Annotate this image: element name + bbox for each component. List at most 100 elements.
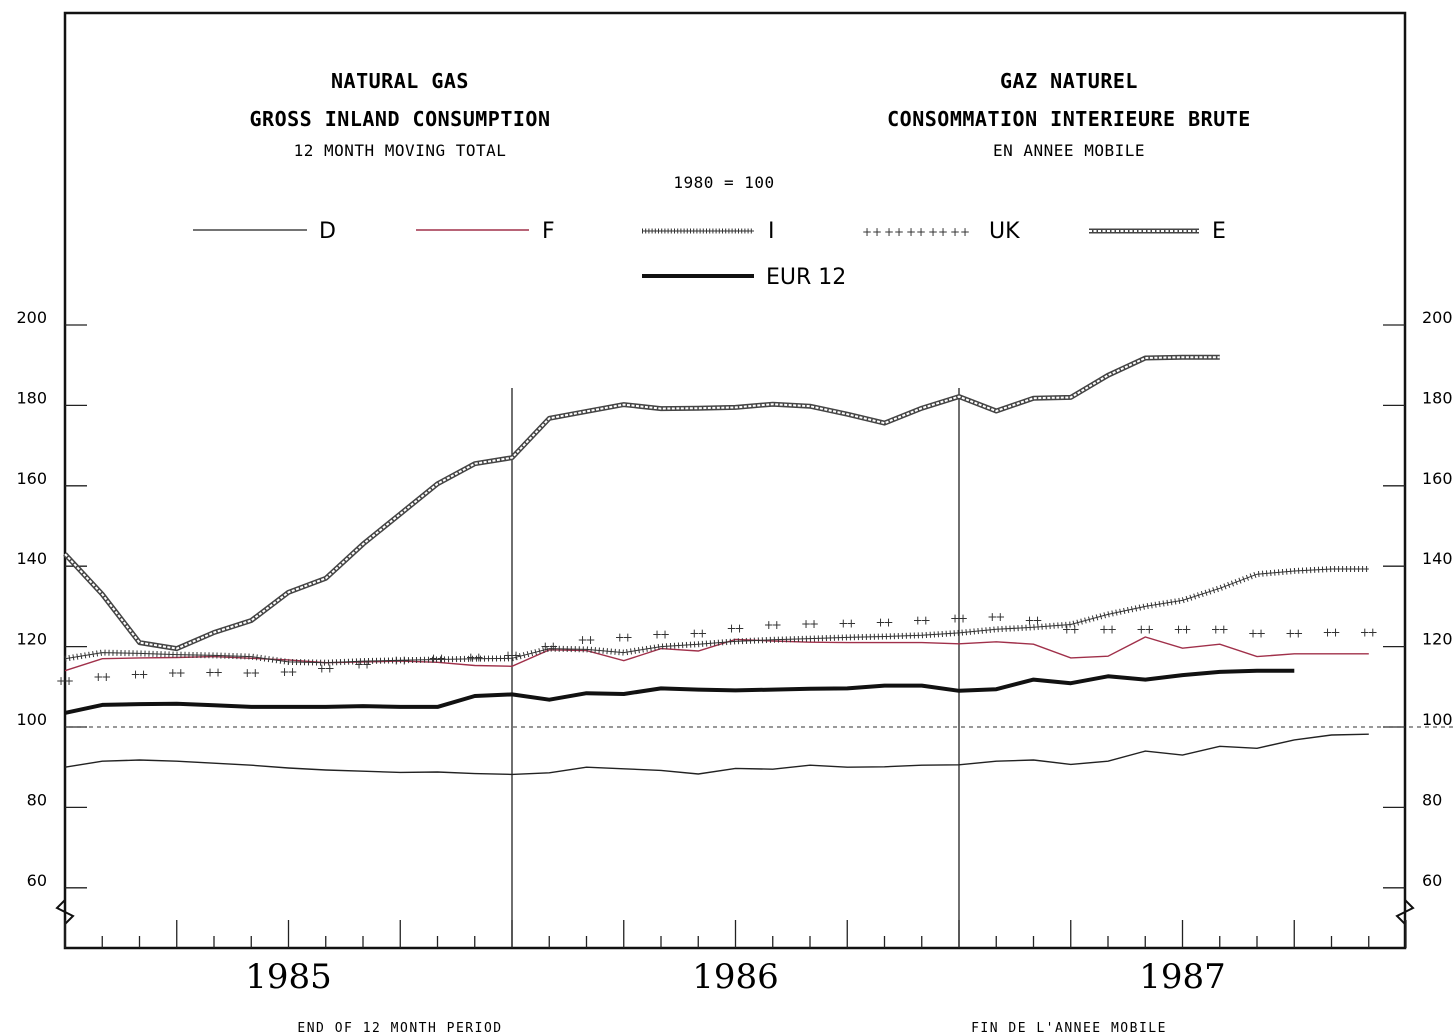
series-point-uk-34-0: +	[1322, 626, 1332, 640]
series-point-uk-21-1: +	[846, 617, 856, 631]
y-tick-label-right-80: 80	[1422, 790, 1442, 809]
series-point-uk-11-0: +	[466, 650, 476, 664]
y-tick-label-right-120: 120	[1422, 630, 1453, 649]
series-point-uk-33-0: +	[1285, 627, 1295, 641]
series-point-uk-17-1: +	[697, 626, 707, 640]
series-point-uk-23-1: +	[921, 613, 931, 627]
series-point-uk-20-0: +	[801, 617, 811, 631]
series-point-uk-0-1: +	[64, 674, 74, 688]
series-point-uk-2-1: +	[138, 668, 148, 682]
title-en: NATURAL GAS	[331, 69, 469, 93]
series-point-uk-17-0: +	[689, 626, 699, 640]
y-tick-label-left-100: 100	[16, 710, 47, 729]
series-point-uk-16-1: +	[660, 628, 670, 642]
series-point-uk-24-0: +	[950, 611, 960, 625]
series-point-uk-16-0: +	[652, 628, 662, 642]
series-line-i-crosses	[64, 566, 1369, 666]
series-line-e-inner	[64, 356, 1220, 650]
series-point-uk-24-1: +	[958, 611, 968, 625]
y-tick-label-left-120: 120	[16, 630, 47, 649]
subtitle-en: GROSS INLAND CONSUMPTION	[250, 107, 551, 131]
series-point-uk-26-1: +	[1032, 613, 1042, 627]
footer-en: END OF 12 MONTH PERIOD	[297, 1021, 502, 1036]
axis-break-right	[1395, 893, 1415, 948]
series-point-uk-28-0: +	[1099, 622, 1109, 636]
legend-label-i: I	[768, 219, 775, 244]
legend-swatch-uk-mark-2: ++	[906, 225, 926, 239]
base-year-note: 1980 = 100	[673, 173, 774, 192]
series-point-uk-27-0: +	[1062, 622, 1072, 636]
series-point-uk-14-1: +	[585, 633, 595, 647]
series-line-d	[64, 733, 1369, 776]
series-point-uk-14-0: +	[577, 633, 587, 647]
series-point-uk-5-0: +	[242, 666, 252, 680]
series-point-uk-27-1: +	[1070, 622, 1080, 636]
series-point-uk-8-1: +	[362, 658, 372, 672]
series-point-uk-33-1: +	[1293, 627, 1303, 641]
series-point-uk-0-0: +	[56, 674, 66, 688]
series-point-uk-31-1: +	[1219, 622, 1229, 636]
series-point-uk-18-1: +	[734, 622, 744, 636]
legend-label-eur12: EUR 12	[766, 265, 846, 290]
series-point-uk-4-0: +	[205, 665, 215, 679]
y-tick-label-left-60: 60	[27, 871, 47, 890]
series-point-uk-19-0: +	[764, 618, 774, 632]
series-point-uk-15-1: +	[623, 630, 633, 644]
y-tick-label-left-140: 140	[16, 549, 47, 568]
series-point-uk-2-0: +	[130, 668, 140, 682]
legend-label-f: F	[542, 219, 555, 244]
legend-swatch-uk-mark-0: ++	[862, 225, 882, 239]
series-point-uk-7-1: +	[325, 662, 335, 676]
y-tick-label-left-200: 200	[16, 308, 47, 327]
y-tick-label-left-180: 180	[16, 388, 47, 407]
legend-label-uk: UK	[989, 219, 1020, 244]
series-point-uk-21-0: +	[838, 617, 848, 631]
series-point-uk-12-0: +	[503, 648, 513, 662]
y-tick-label-right-60: 60	[1422, 871, 1442, 890]
series-point-uk-10-0: +	[428, 651, 438, 665]
series-point-uk-6-0: +	[279, 665, 289, 679]
note-en: 12 MONTH MOVING TOTAL	[294, 141, 507, 160]
series-point-uk-7-0: +	[317, 662, 327, 676]
series-line-f	[64, 636, 1369, 672]
y-tick-label-right-180: 180	[1422, 388, 1453, 407]
series-point-uk-9-1: +	[399, 654, 409, 668]
series-point-uk-9-0: +	[391, 654, 401, 668]
plot-frame	[63, 11, 1407, 950]
legend-label-e: E	[1212, 219, 1226, 244]
axes: 60 60 80 80 100 100 120 120 140 140 160 160 180 180 20…	[16, 308, 1456, 997]
series-point-uk-4-1: +	[213, 665, 223, 679]
series-point-uk-23-0: +	[913, 613, 923, 627]
series-point-uk-6-1: +	[287, 665, 297, 679]
series-point-uk-11-1: +	[474, 650, 484, 664]
y-tick-label-left-80: 80	[27, 790, 47, 809]
series-point-uk-25-0: +	[987, 610, 997, 624]
series-point-uk-3-1: +	[176, 666, 186, 680]
series-point-uk-31-0: +	[1211, 622, 1221, 636]
series-point-uk-29-0: +	[1136, 622, 1146, 636]
legend-swatch-uk-mark-3: ++	[928, 225, 948, 239]
series-point-uk-29-1: +	[1144, 622, 1154, 636]
series-point-uk-28-1: +	[1107, 622, 1117, 636]
footer-fr: FIN DE L'ANNEE MOBILE	[971, 1021, 1167, 1036]
y-tick-label-right-200: 200	[1422, 308, 1453, 327]
legend: D F I ++ ++ ++ ++ ++ UK E EUR 12	[193, 219, 1226, 290]
series-point-uk-15-0: +	[615, 630, 625, 644]
legend-swatch-uk-mark-1: ++	[884, 225, 904, 239]
series-point-uk-1-0: +	[93, 670, 103, 684]
series-point-uk-20-1: +	[809, 617, 819, 631]
series-point-uk-1-1: +	[101, 670, 111, 684]
series-point-uk-12-1: +	[511, 648, 521, 662]
series-point-uk-13-1: +	[548, 640, 558, 654]
y-tick-label-left-160: 160	[16, 469, 47, 488]
x-year-label-1985: 1985	[245, 957, 332, 997]
series-point-uk-5-1: +	[250, 666, 260, 680]
series-point-uk-30-1: +	[1181, 623, 1191, 637]
y-tick-label-right-160: 160	[1422, 469, 1453, 488]
x-year-label-1986: 1986	[692, 957, 779, 997]
series-point-uk-25-1: +	[995, 610, 1005, 624]
legend-swatch-uk: ++ ++ ++ ++ ++	[862, 225, 970, 239]
series-point-uk-32-1: +	[1256, 627, 1266, 641]
series-point-uk-18-0: +	[726, 622, 736, 636]
note-fr: EN ANNEE MOBILE	[993, 141, 1145, 160]
